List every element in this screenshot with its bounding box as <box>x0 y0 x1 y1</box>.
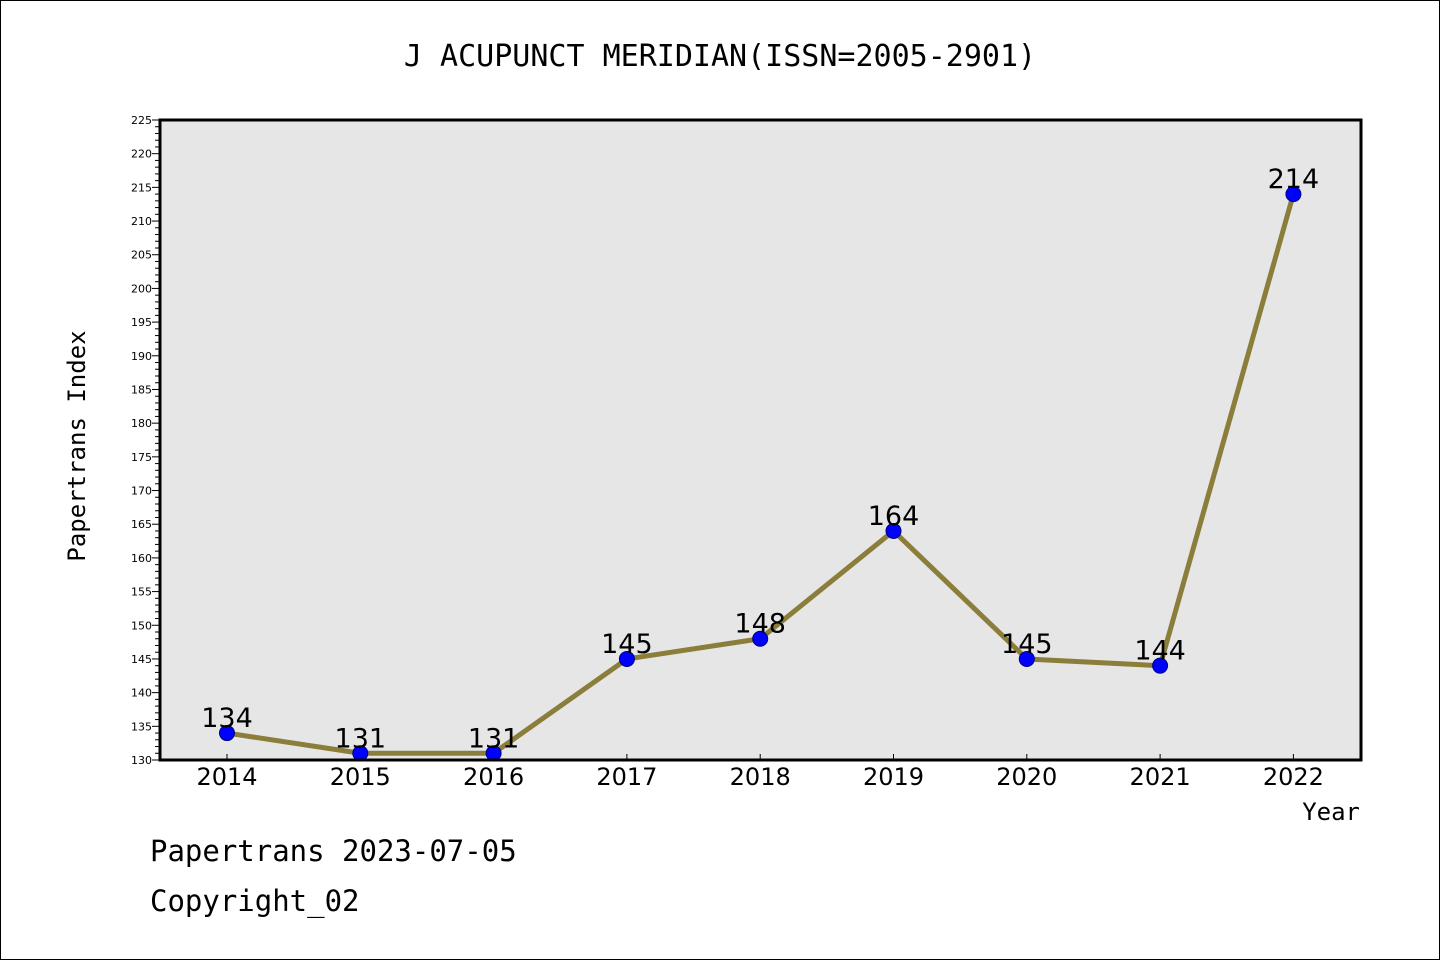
y-tick-label: 180 <box>131 417 152 430</box>
y-tick-label: 170 <box>131 485 152 498</box>
data-point <box>219 725 235 742</box>
data-label: 145 <box>601 629 653 660</box>
y-tick-label: 195 <box>131 316 152 329</box>
plot-area <box>160 120 1361 760</box>
x-tick-label: 2020 <box>996 763 1057 791</box>
y-tick-label: 220 <box>131 148 152 161</box>
data-label: 134 <box>201 703 253 734</box>
x-tick-label: 2018 <box>730 763 791 791</box>
data-point <box>618 650 635 667</box>
y-tick-label: 190 <box>131 350 152 363</box>
data-label: 148 <box>734 609 786 640</box>
y-tick-label: 205 <box>131 249 152 262</box>
y-tick-label: 145 <box>131 653 152 666</box>
plot-border <box>158 118 1363 762</box>
x-tick-label: 2014 <box>196 763 257 791</box>
data-point <box>752 630 769 647</box>
x-tick-label: 2016 <box>463 763 524 791</box>
x-tick-label: 2015 <box>330 763 391 791</box>
data-point <box>1152 657 1169 674</box>
x-tick-label: 2021 <box>1130 763 1191 791</box>
data-label: 164 <box>868 501 920 532</box>
y-tick-label: 185 <box>131 383 152 396</box>
series-group: 134 131 131 145 148 164 145 144 214 <box>201 164 1320 762</box>
x-tick-label: 2022 <box>1263 763 1324 791</box>
y-tick-label: 200 <box>131 282 152 295</box>
chart-title: J ACUPUNCT MERIDIAN(ISSN=2005-2901) <box>404 39 1036 74</box>
y-tick-label: 160 <box>131 552 152 565</box>
y-axis-ticks: 130 135 140 145 150 155 160 165 170 175 180 185 190 1… <box>131 114 160 767</box>
data-point <box>885 522 902 539</box>
data-point <box>1285 186 1302 203</box>
data-label: 131 <box>468 723 520 754</box>
y-tick-label: 135 <box>131 720 152 733</box>
data-label: 144 <box>1134 636 1186 667</box>
x-axis-ticks: 2014 2015 2016 2017 2018 2019 2020 2021 2022 <box>196 754 1324 791</box>
data-label: 145 <box>1001 629 1053 660</box>
y-axis-label: Papertrans Index <box>63 330 91 561</box>
footer-date: Papertrans 2023-07-05 <box>150 834 517 868</box>
x-tick-label: 2019 <box>863 763 924 791</box>
y-tick-label: 225 <box>131 114 152 127</box>
y-tick-label: 215 <box>131 181 152 194</box>
y-tick-label: 175 <box>131 451 152 464</box>
data-label: 214 <box>1268 164 1320 195</box>
y-tick-label: 140 <box>131 687 152 700</box>
y-tick-label: 150 <box>131 619 152 632</box>
y-tick-label: 210 <box>131 215 152 228</box>
y-tick-label: 155 <box>131 586 152 599</box>
x-axis-label: Year <box>1302 798 1360 826</box>
x-tick-label: 2017 <box>596 763 657 791</box>
data-point <box>1018 650 1035 667</box>
data-label: 131 <box>335 723 387 754</box>
y-tick-label: 165 <box>131 518 152 531</box>
y-tick-label: 130 <box>131 754 152 767</box>
footer-copyright: Copyright_02 <box>150 884 360 918</box>
